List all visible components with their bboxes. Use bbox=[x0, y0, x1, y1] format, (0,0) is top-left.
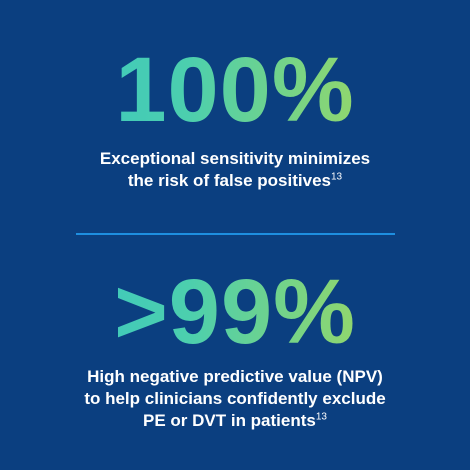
npv-caption-line3: PE or DVT in patients bbox=[143, 411, 316, 430]
npv-reference: 13 bbox=[315, 411, 327, 423]
sensitivity-caption-line1: Exceptional sensitivity minimizes bbox=[99, 149, 371, 168]
section-divider bbox=[76, 233, 395, 235]
sensitivity-stat: 100% Exceptional sensitivity minimizes t… bbox=[0, 44, 470, 192]
sensitivity-reference: 13 bbox=[331, 171, 343, 183]
sensitivity-value: 100% bbox=[0, 44, 470, 136]
npv-value: >99% bbox=[0, 266, 470, 358]
sensitivity-caption-line2: the risk of false positives bbox=[127, 171, 331, 190]
sensitivity-caption: Exceptional sensitivity minimizes the ri… bbox=[35, 148, 435, 192]
npv-caption-line1: High negative predictive value (NPV) bbox=[87, 367, 383, 386]
npv-caption-line2: to help clinicians confidently exclude bbox=[84, 389, 386, 408]
npv-caption: High negative predictive value (NPV) to … bbox=[35, 366, 435, 432]
npv-stat: >99% High negative predictive value (NPV… bbox=[0, 266, 470, 432]
